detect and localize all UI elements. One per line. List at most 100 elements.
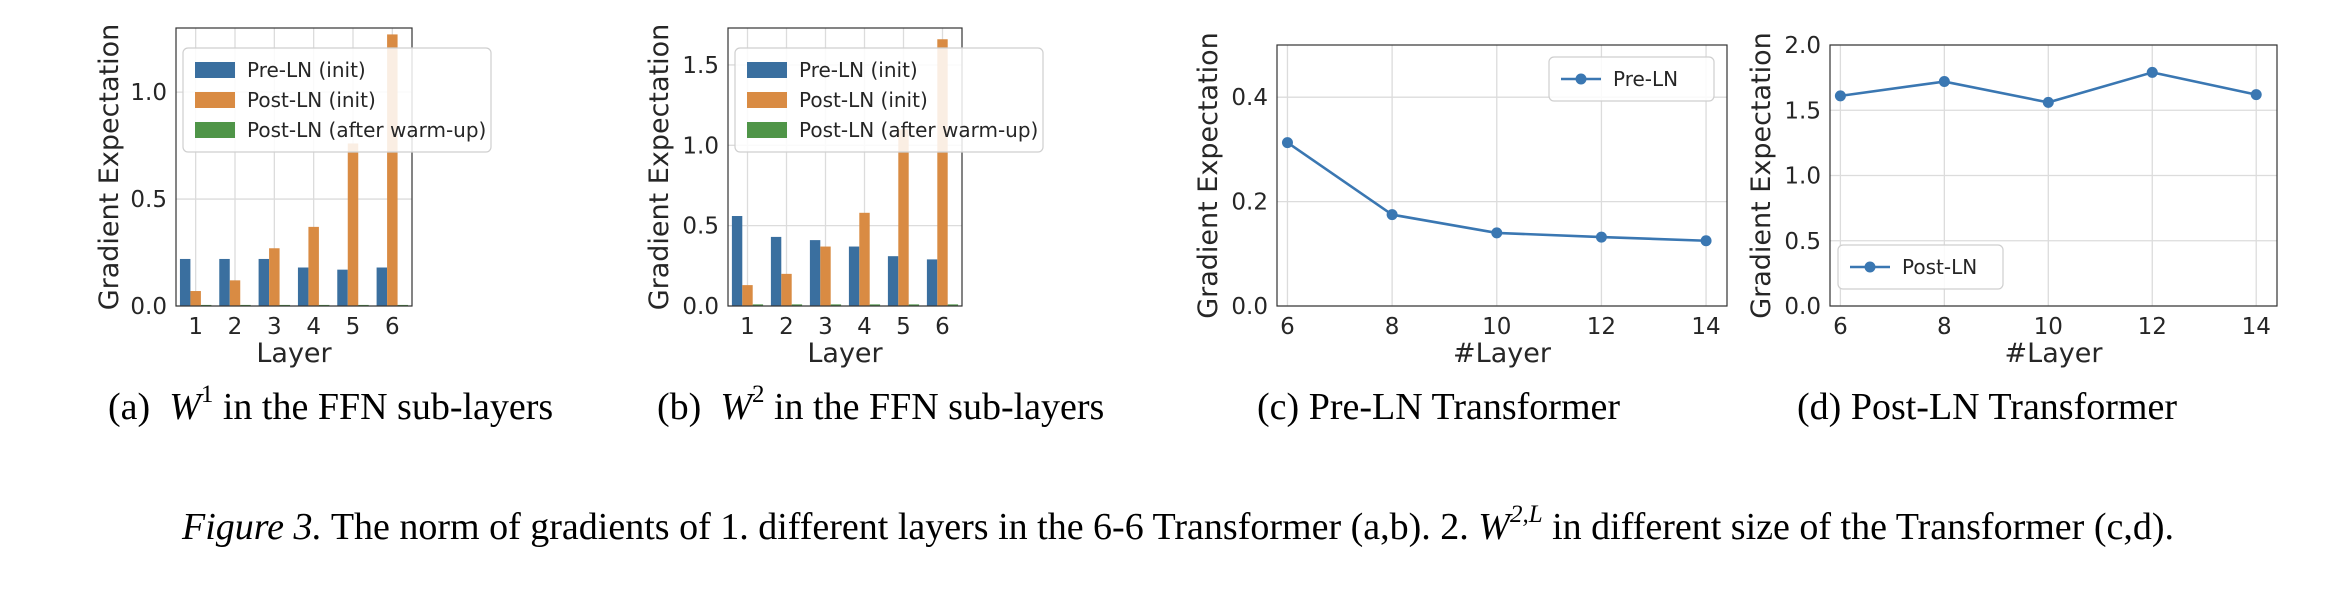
- subcaption-d-label: (d): [1797, 386, 1842, 428]
- panel-a-xlabel: Layer: [256, 338, 332, 369]
- panel-b-ytick-label-3: 1.5: [682, 53, 719, 79]
- panel-c-xtick-label-3: 12: [1587, 314, 1616, 340]
- panel-b-legend-box: [734, 47, 1044, 153]
- caption-text-1: The norm of gradients of 1. different la…: [330, 506, 1469, 548]
- panel-c-ytick-label-1: 0.2: [1231, 190, 1268, 216]
- panel-c-xtick-label-0: 6: [1280, 314, 1295, 340]
- caption-sup: 2,L: [1509, 501, 1543, 528]
- panel-b-legend-label-1: Post-LN (init): [799, 88, 928, 112]
- panel-a-xtick-label-4: 5: [346, 314, 361, 340]
- panel-a-legend-label-0: Pre-LN (init): [247, 58, 366, 82]
- panel-b-bar-s1-c5: [937, 39, 948, 306]
- panel-b-bar-s1-c2: [820, 246, 831, 306]
- panel-b-legend-label-2: Post-LN (after warm-up): [799, 118, 1038, 142]
- panel-b-bar-s2-c2: [830, 304, 842, 306]
- panel-d-point-0-0: [1834, 90, 1846, 102]
- panel-b-axes-frame: [727, 27, 963, 307]
- panel-c-xlabel: #Layer: [1453, 338, 1552, 369]
- panel-b-bar-s2-c5: [947, 304, 959, 306]
- panel-a-ylabel: Gradient Expectation: [94, 24, 125, 311]
- panel-c-ytick-label-2: 0.4: [1231, 85, 1268, 111]
- panel-d-point-0-4: [2250, 89, 2262, 101]
- panel-b-xtick-label-0: 1: [740, 314, 755, 340]
- panel-d-ytick-label-2: 1.0: [1784, 164, 1821, 190]
- panel-b-ylabel: Gradient Expectation: [644, 24, 675, 311]
- panel-c-xtick-label-1: 8: [1385, 314, 1400, 340]
- panel-d-xtick-label-1: 8: [1937, 314, 1952, 340]
- panel-a-bar-s0-c4: [337, 269, 348, 306]
- panel-b-bar-s1-c0: [742, 285, 753, 306]
- panel-a-bar-s1-c1: [229, 280, 241, 306]
- caption-text-2: in different size of the Transformer (c,…: [1552, 506, 2174, 548]
- panel-c-point-0-4: [1700, 235, 1712, 247]
- panel-b-bar-s2-c1: [791, 304, 803, 306]
- panel-a-bar-s0-c0: [179, 258, 191, 306]
- panel-a-xtick-label-3: 4: [306, 314, 321, 340]
- subcaption-c: (c) Pre-LN Transformer: [1257, 385, 1620, 429]
- panel-b-ytick-label-2: 1.0: [682, 133, 719, 159]
- panel-a-legend-swatch-2: [195, 122, 235, 138]
- panel-d-point-0-2: [2042, 96, 2054, 108]
- panel-a-legend-swatch-1: [195, 92, 235, 108]
- panel-d-point-0-1: [1938, 76, 1950, 88]
- subcaption-a-text: in the FFN sub-layers: [222, 386, 554, 428]
- panel-b-bar-s2-c3: [869, 304, 881, 306]
- panel-a-bar-s1-c0: [190, 291, 201, 306]
- subcaption-b: (b) W2 in the FFN sub-layers: [657, 382, 1105, 429]
- panel-c-point-0-1: [1386, 209, 1398, 221]
- panel-a-bar-s0-c3: [297, 267, 309, 306]
- panel-b-legend-swatch-2: [747, 122, 787, 138]
- panel-a-ytick-label-0: 0.0: [130, 294, 167, 320]
- panel-d-xtick-label-4: 14: [2242, 314, 2271, 340]
- panel-c-xtick-label-2: 10: [1482, 314, 1511, 340]
- panel-c-legend-marker-0: [1575, 73, 1587, 85]
- panel-c-point-0-2: [1491, 227, 1503, 239]
- panel-c-point-0-3: [1595, 231, 1607, 243]
- panel-b-bar-s2-c0: [752, 304, 764, 306]
- panel-b-legend-swatch-0: [747, 62, 787, 78]
- panel-c-chart: 0.0 0.2 0.4 6 8 10 12 14 #Layer Gradient Expectat…: [1193, 32, 1728, 369]
- panel-a-xtick-label-0: 1: [188, 314, 203, 340]
- panel-a-legend-label-2: Post-LN (after warm-up): [247, 118, 486, 142]
- panel-d-ytick-label-4: 2.0: [1784, 33, 1821, 59]
- subcaption-b-text: in the FFN sub-layers: [773, 386, 1105, 428]
- panel-c-xtick-label-4: 14: [1691, 314, 1720, 340]
- panel-b-legend-swatch-1: [747, 92, 787, 108]
- panel-a-bar-s0-c2: [258, 258, 270, 306]
- panel-a-bar-s1-c2: [269, 248, 280, 306]
- panel-d-axes-frame: [1829, 44, 2278, 307]
- panel-c-ylabel: Gradient Expectation: [1193, 32, 1224, 319]
- panel-d-legend-box: [1837, 244, 2004, 290]
- panel-c-point-0-0: [1281, 137, 1293, 149]
- panel-d-legend-marker-0: [1864, 261, 1876, 273]
- panel-a-xtick-label-1: 2: [228, 314, 243, 340]
- panel-d-point-0-3: [2146, 66, 2158, 78]
- subcaption-a-label: (a): [108, 386, 151, 428]
- panel-c-ytick-label-0: 0.0: [1231, 294, 1268, 320]
- panel-d-xtick-label-0: 6: [1833, 314, 1848, 340]
- panel-d-xtick-label-2: 10: [2034, 314, 2063, 340]
- panel-b-ytick-label-0: 0.0: [682, 294, 719, 320]
- panel-d-ytick-label-0: 0.0: [1784, 294, 1821, 320]
- panel-a-bar-s1-c5: [387, 34, 398, 307]
- panel-a-bar-s1-c4: [347, 143, 359, 306]
- panel-a-ytick-label-1: 0.5: [130, 187, 167, 213]
- panel-c-axes-frame: [1276, 44, 1728, 307]
- subcaption-b-label: (b): [657, 386, 702, 428]
- panel-b-xtick-label-1: 2: [779, 314, 794, 340]
- panel-b-legend-label-0: Pre-LN (init): [799, 58, 918, 82]
- panel-d-chart: 0.0 0.5 1.0 1.5 2.0 6 8 10 12 14 #Layer Gradient Ex…: [1746, 32, 2278, 369]
- panel-a-chart: 0.0 0.5 1.0 1 2 3 4 5 6 Layer Gradient Expectation…: [94, 24, 492, 369]
- panel-b-bar-s1-c1: [781, 273, 792, 306]
- subcaption-d-text: Post-LN Transformer: [1850, 386, 2177, 428]
- subcaption-a: (a) W1 in the FFN sub-layers: [108, 382, 554, 429]
- panel-d-legend-label-0: Post-LN: [1902, 255, 1977, 279]
- panel-b-bar-s1-c4: [898, 129, 909, 306]
- panel-d-ylabel: Gradient Expectation: [1746, 32, 1777, 319]
- panel-a-bar-s0-c5: [376, 267, 388, 306]
- panel-b-xtick-label-5: 6: [935, 314, 950, 340]
- panel-b-xtick-label-4: 5: [896, 314, 911, 340]
- panel-b-bar-s1-c3: [859, 212, 870, 306]
- panel-b-xlabel: Layer: [807, 338, 883, 369]
